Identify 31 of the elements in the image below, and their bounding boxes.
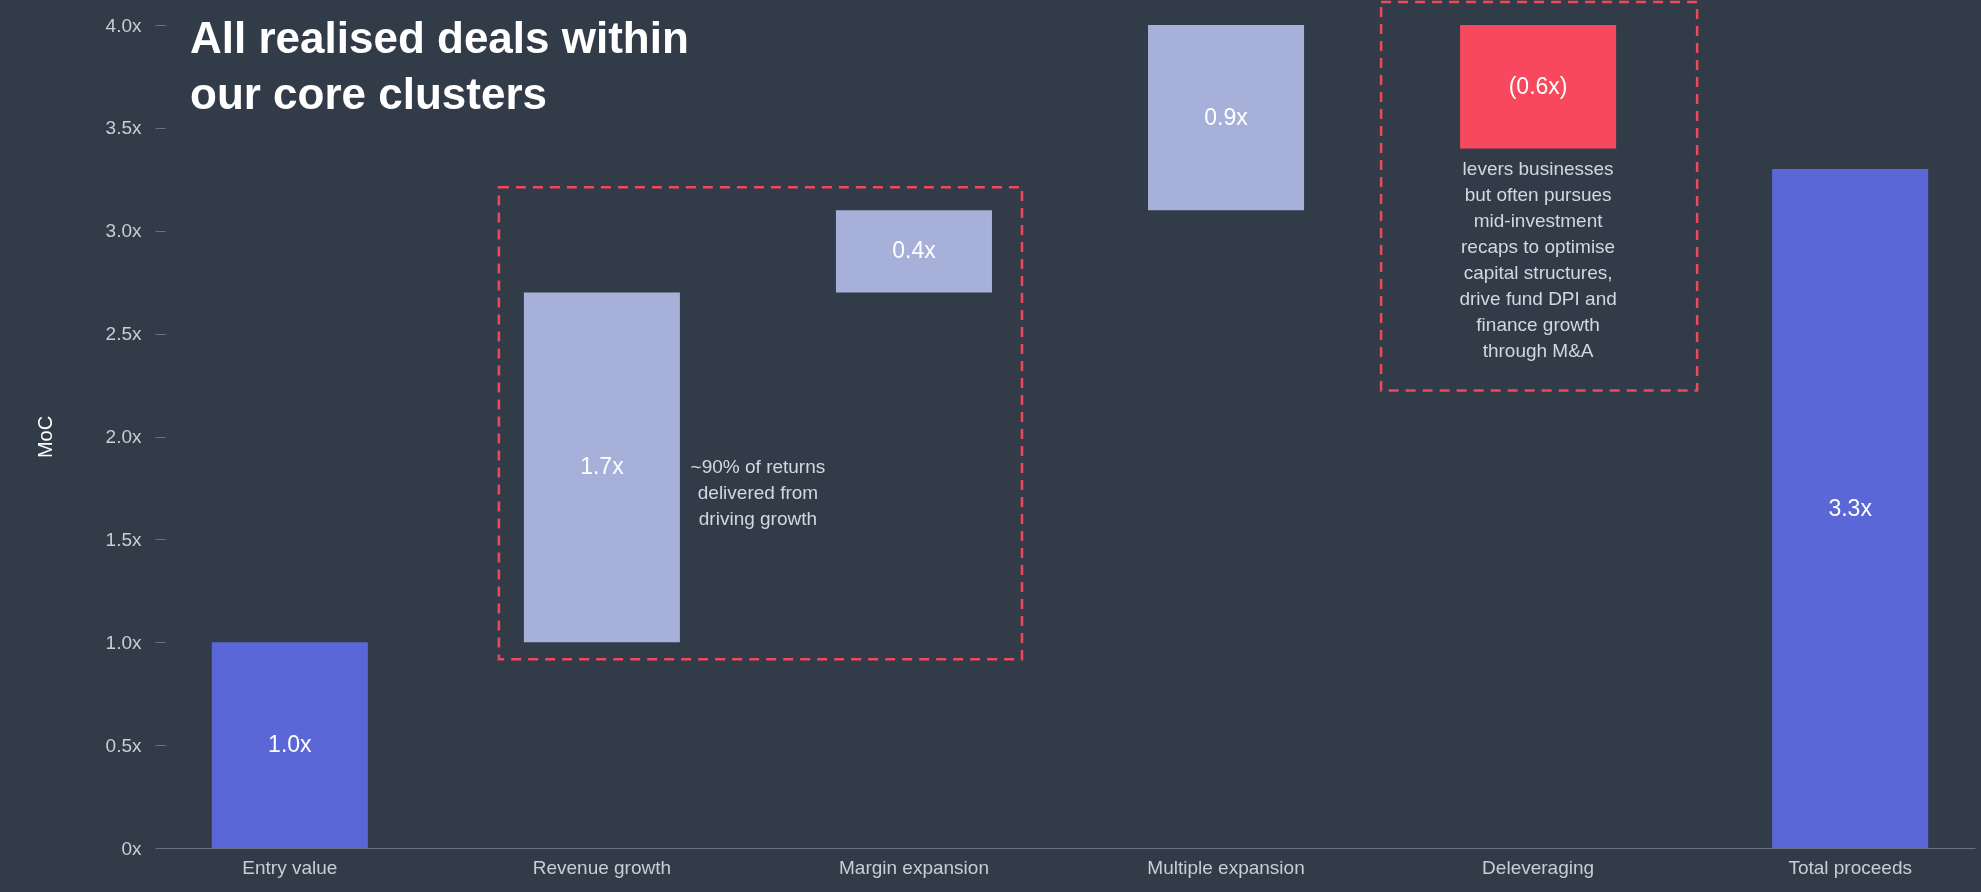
chart-title: All realised deals within our core clusters bbox=[190, 13, 689, 118]
data-label: 1.7x bbox=[580, 453, 625, 480]
x-tick-label: Margin expansion bbox=[838, 856, 989, 878]
y-tick-label: 2.0x bbox=[105, 426, 142, 447]
y-tick-label: 0.5x bbox=[105, 734, 142, 756]
bar bbox=[835, 210, 992, 293]
y-tick-label: 4.0x bbox=[105, 14, 142, 36]
y-tick-label: 0x bbox=[121, 837, 142, 859]
bar bbox=[211, 642, 368, 848]
annotation: levers businesses but often pursues mid-investment recaps to optimise capital structures, drive fund DPI and finance growth through M&A bbox=[1459, 158, 1617, 362]
data-label: 3.3x bbox=[1828, 494, 1873, 521]
y-tick-label: 2.5x bbox=[105, 323, 142, 345]
y-tick-label: 3.0x bbox=[105, 220, 142, 242]
bar bbox=[1460, 25, 1617, 149]
bar bbox=[1772, 169, 1929, 848]
x-tick-label: Entry value bbox=[242, 856, 338, 878]
y-tick-label: 1.5x bbox=[105, 528, 142, 550]
bar bbox=[523, 292, 680, 643]
y-axis-title: MoC bbox=[33, 415, 56, 459]
data-label: 0.9x bbox=[1204, 103, 1249, 130]
x-tick-label: Deleveraging bbox=[1482, 856, 1595, 878]
x-tick-label: Total proceeds bbox=[1788, 856, 1912, 878]
data-label: 0.4x bbox=[892, 237, 937, 264]
x-tick-label: Revenue growth bbox=[532, 856, 672, 878]
bar bbox=[1148, 25, 1305, 211]
data-label: (0.6x) bbox=[1508, 72, 1568, 99]
annotation: ~90% of returns delivered from driving growth bbox=[690, 456, 826, 530]
x-tick-label: Multiple expansion bbox=[1147, 856, 1305, 878]
data-label: 1.0x bbox=[268, 731, 313, 758]
y-tick-label: 3.5x bbox=[105, 117, 142, 139]
y-tick-label: 1.0x bbox=[105, 631, 142, 653]
